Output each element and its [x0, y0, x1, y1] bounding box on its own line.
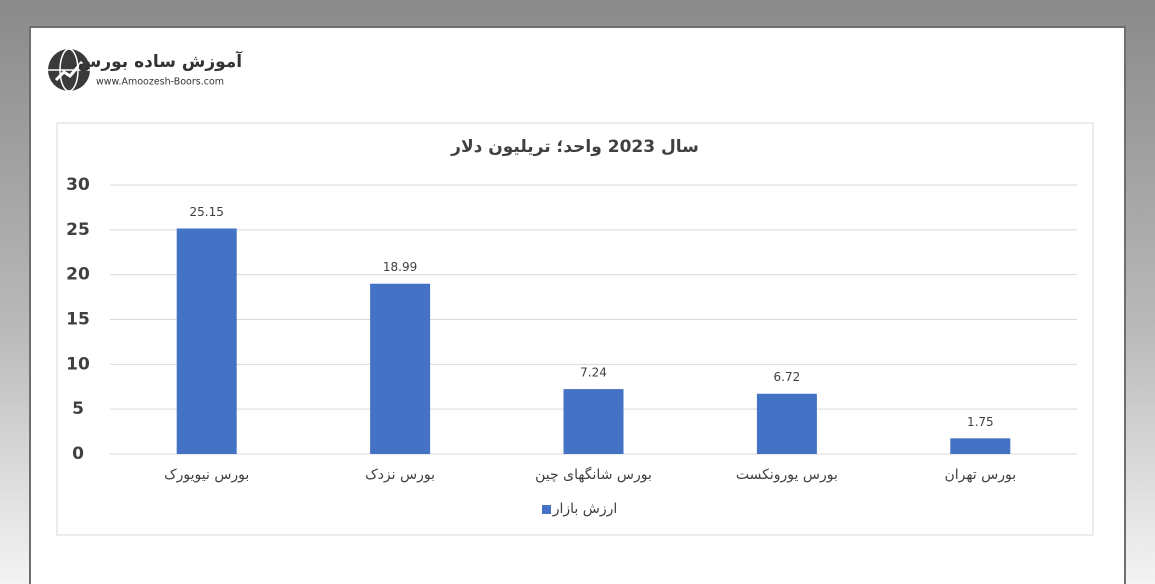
x-tick-label: بورس یورونکست [736, 467, 838, 483]
x-tick-label: بورس نیویورک [164, 467, 249, 483]
x-tick-label: بورس نزدک [365, 467, 435, 483]
value-label: 25.15 [190, 205, 224, 219]
legend-swatch [542, 505, 551, 514]
chart-title: سال 2023 واحد؛ تریلیون دلار [450, 137, 699, 157]
bar [370, 283, 431, 454]
value-label: 6.72 [774, 370, 801, 384]
logo: آموزش ساده بورس www.Amoozesh-Boors.com [48, 48, 243, 92]
x-tick-label: بورس تهران [944, 467, 1016, 483]
y-tick-label: 10 [66, 354, 90, 374]
logo-arrow [54, 61, 84, 82]
y-tick-label: 25 [66, 220, 90, 240]
legend-label: ارزش بازار [552, 501, 618, 517]
x-tick-label: بورس شانگهای چین [535, 466, 652, 483]
value-label: 18.99 [383, 260, 417, 274]
y-tick-label: 30 [66, 175, 90, 195]
y-tick-label: 15 [66, 310, 90, 330]
value-label: 1.75 [967, 415, 994, 429]
logo-url: www.Amoozesh-Boors.com [96, 77, 224, 88]
bar [563, 389, 624, 454]
bar [950, 438, 1011, 454]
y-tick-label: 5 [72, 399, 84, 419]
value-label: 7.24 [580, 366, 607, 380]
y-tick-label: 20 [66, 265, 90, 285]
bar [756, 393, 817, 454]
logo-name: آموزش ساده بورس [78, 50, 243, 72]
bar [176, 228, 237, 454]
y-tick-label: 0 [72, 444, 84, 464]
